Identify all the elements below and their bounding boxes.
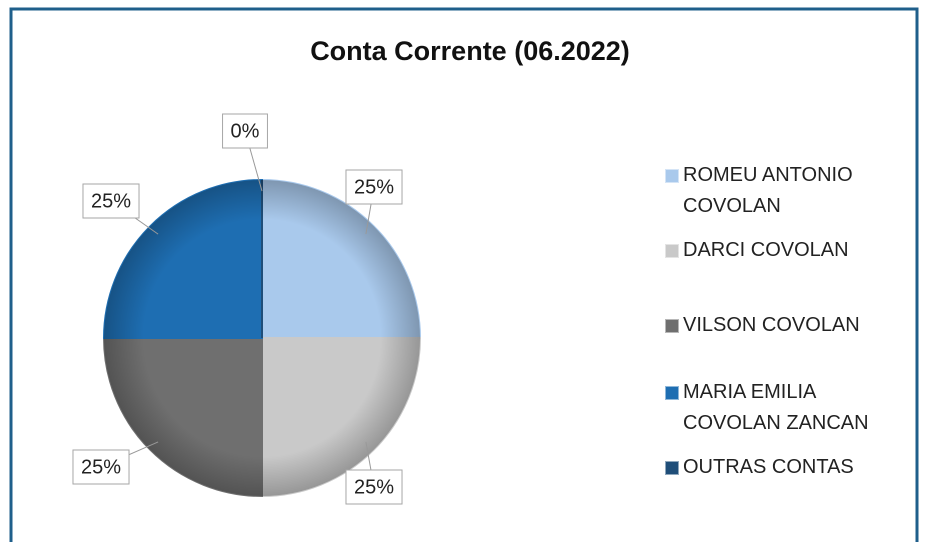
legend-item: ROMEU ANTONIO COVOLAN	[665, 160, 915, 222]
legend-swatch	[665, 461, 679, 475]
data-label-box	[82, 183, 140, 219]
legend-item: VILSON COVOLAN	[665, 310, 915, 341]
data-label-box	[72, 449, 130, 485]
legend-label: MARIA EMILIA COVOLAN ZANCAN	[683, 381, 869, 434]
legend-swatch	[665, 386, 679, 400]
data-label: 0%	[231, 120, 260, 142]
data-label: 25%	[81, 456, 121, 478]
legend-item: OUTRAS CONTAS	[665, 452, 915, 483]
data-label-box	[222, 113, 268, 149]
chart-title: Conta Corrente (06.2022)	[310, 36, 630, 66]
legend-label: OUTRAS CONTAS	[683, 456, 854, 478]
chart-frame	[9, 7, 919, 542]
legend-swatch	[665, 244, 679, 258]
legend-label: ROMEU ANTONIO COVOLAN	[683, 164, 853, 217]
data-label: 25%	[354, 176, 394, 198]
legend-swatch	[665, 169, 679, 183]
legend-label: DARCI COVOLAN	[683, 239, 849, 261]
legend-swatch	[665, 319, 679, 333]
data-label: 25%	[354, 476, 394, 498]
legend-item: MARIA EMILIA COVOLAN ZANCAN	[665, 377, 915, 439]
data-label: 25%	[91, 190, 131, 212]
legend-label: VILSON COVOLAN	[683, 314, 860, 336]
data-label-box	[345, 469, 403, 505]
legend-item: DARCI COVOLAN	[665, 235, 915, 266]
data-label-box	[345, 169, 403, 205]
